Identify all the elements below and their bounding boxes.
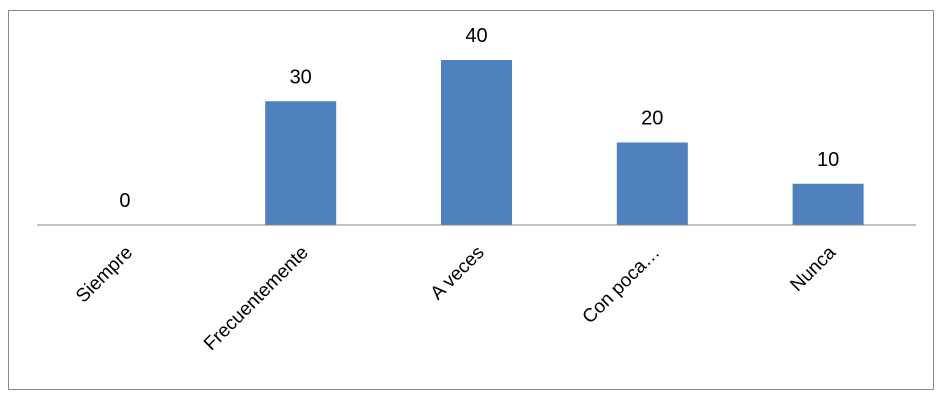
bar-frecuentemente	[265, 101, 337, 225]
category-label-siempre: Siempre	[72, 242, 137, 307]
value-labels-group: 0 30 40 20 10	[119, 25, 839, 212]
bars-group	[265, 60, 864, 225]
data-label-a-veces: 40	[465, 25, 487, 47]
bar-a-veces	[441, 60, 512, 225]
category-label-frecuentemente: Frecuentemente	[200, 242, 313, 355]
data-label-con-poca: 20	[641, 108, 663, 130]
data-label-nunca: 10	[817, 149, 839, 171]
category-labels-group: Siempre Frecuentemente A veces Con poca… Nun…	[72, 242, 840, 355]
category-label-con-poca: Con poca…	[579, 242, 665, 328]
bar-nunca	[792, 183, 864, 225]
data-label-siempre: 0	[119, 190, 130, 212]
bar-con-poca	[616, 142, 688, 225]
category-label-a-veces: A veces	[427, 242, 489, 304]
data-label-frecuentemente: 30	[290, 66, 312, 88]
category-label-nunca: Nunca	[786, 242, 840, 296]
